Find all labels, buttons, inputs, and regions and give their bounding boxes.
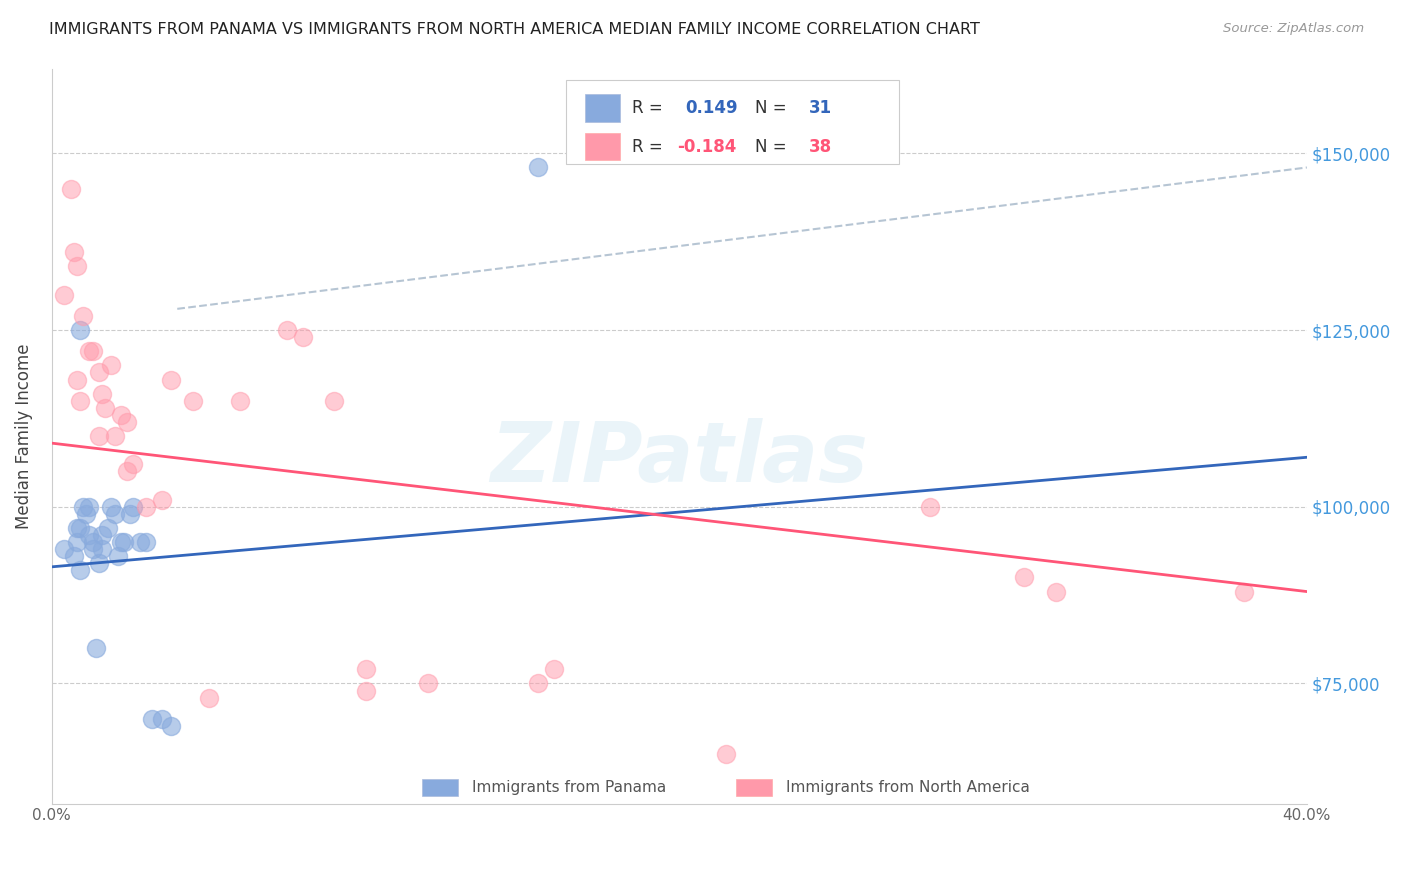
- Text: -0.184: -0.184: [676, 137, 737, 155]
- Point: [79, 528, 101, 542]
- Point: [66, 521, 89, 535]
- Text: 31: 31: [808, 99, 832, 117]
- Point: [100, 359, 122, 373]
- Point: [150, 712, 173, 726]
- Point: [84, 641, 107, 656]
- Point: [66, 372, 89, 386]
- Point: [94, 401, 117, 415]
- Point: [87, 557, 110, 571]
- Bar: [585, 133, 620, 161]
- Point: [72, 500, 94, 514]
- Bar: [735, 780, 772, 796]
- Point: [110, 408, 132, 422]
- Point: [291, 330, 314, 344]
- Point: [103, 507, 125, 521]
- Text: Immigrants from North America: Immigrants from North America: [786, 780, 1029, 795]
- Point: [110, 535, 132, 549]
- Point: [527, 161, 550, 175]
- Point: [418, 676, 440, 690]
- Point: [527, 676, 550, 690]
- Point: [79, 344, 101, 359]
- Point: [91, 386, 114, 401]
- Point: [323, 393, 346, 408]
- Point: [135, 535, 157, 549]
- Text: Immigrants from Panama: Immigrants from Panama: [472, 780, 666, 795]
- Point: [229, 393, 252, 408]
- Point: [1233, 584, 1256, 599]
- Point: [122, 500, 145, 514]
- Point: [103, 429, 125, 443]
- Point: [53, 287, 76, 301]
- Point: [66, 260, 89, 274]
- Point: [79, 500, 101, 514]
- Point: [181, 393, 204, 408]
- Point: [97, 521, 120, 535]
- Point: [115, 464, 138, 478]
- Point: [82, 344, 104, 359]
- FancyBboxPatch shape: [567, 79, 898, 164]
- Point: [354, 662, 377, 676]
- Point: [62, 549, 84, 564]
- Point: [87, 366, 110, 380]
- Point: [128, 535, 150, 549]
- Text: IMMIGRANTS FROM PANAMA VS IMMIGRANTS FROM NORTH AMERICA MEDIAN FAMILY INCOME COR: IMMIGRANTS FROM PANAMA VS IMMIGRANTS FRO…: [49, 22, 980, 37]
- Text: 0.149: 0.149: [686, 99, 738, 117]
- Point: [59, 182, 82, 196]
- Point: [100, 500, 122, 514]
- Bar: [585, 94, 620, 122]
- Point: [543, 662, 565, 676]
- Text: R =: R =: [631, 99, 668, 117]
- Text: R =: R =: [631, 137, 668, 155]
- Point: [82, 535, 104, 549]
- Point: [160, 372, 183, 386]
- Point: [91, 528, 114, 542]
- Point: [66, 535, 89, 549]
- Point: [75, 507, 97, 521]
- Text: ZIPatlas: ZIPatlas: [491, 417, 869, 499]
- Point: [53, 542, 76, 557]
- Point: [107, 549, 129, 564]
- Point: [120, 507, 142, 521]
- Point: [141, 712, 163, 726]
- Text: N =: N =: [755, 137, 792, 155]
- Point: [135, 500, 157, 514]
- Bar: [422, 780, 458, 796]
- Point: [69, 393, 91, 408]
- Point: [197, 690, 219, 705]
- Point: [160, 719, 183, 733]
- Point: [354, 683, 377, 698]
- Point: [82, 542, 104, 557]
- Point: [920, 500, 942, 514]
- Point: [112, 535, 135, 549]
- Point: [69, 323, 91, 337]
- Text: 38: 38: [808, 137, 832, 155]
- Point: [62, 245, 84, 260]
- Point: [91, 542, 114, 557]
- Point: [150, 492, 173, 507]
- Point: [1014, 570, 1036, 584]
- Y-axis label: Median Family Income: Median Family Income: [15, 343, 32, 529]
- Point: [115, 415, 138, 429]
- Text: N =: N =: [755, 99, 792, 117]
- Point: [72, 309, 94, 323]
- Point: [716, 747, 738, 761]
- Point: [69, 563, 91, 577]
- Point: [276, 323, 298, 337]
- Point: [1045, 584, 1067, 599]
- Point: [69, 521, 91, 535]
- Point: [122, 458, 145, 472]
- Point: [87, 429, 110, 443]
- Text: Source: ZipAtlas.com: Source: ZipAtlas.com: [1223, 22, 1364, 36]
